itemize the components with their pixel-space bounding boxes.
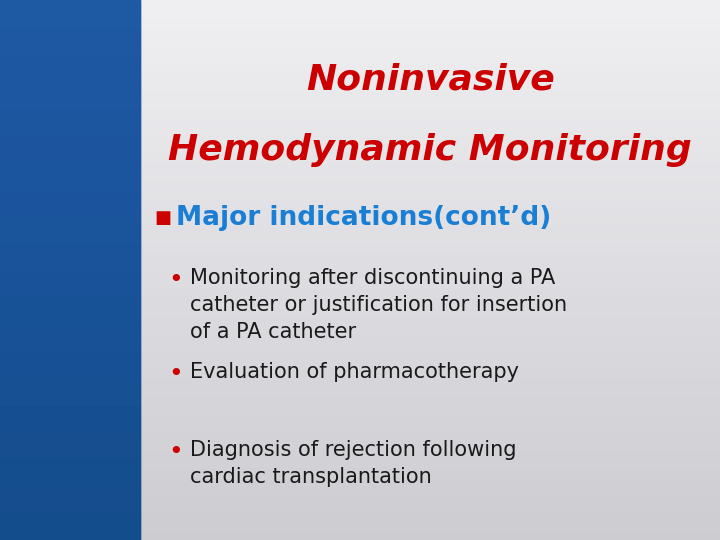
- Text: Diagnosis of rejection following
cardiac transplantation: Diagnosis of rejection following cardiac…: [190, 440, 517, 487]
- Bar: [0, 0, 140, 27]
- Bar: [140, 135, 720, 144]
- Bar: [140, 513, 720, 522]
- Bar: [140, 9, 720, 18]
- Bar: [140, 162, 720, 171]
- Bar: [140, 189, 720, 198]
- Text: •: •: [168, 268, 183, 292]
- Bar: [140, 171, 720, 180]
- Bar: [140, 468, 720, 477]
- Bar: [140, 81, 720, 90]
- Bar: [140, 531, 720, 540]
- Bar: [140, 225, 720, 234]
- Bar: [140, 207, 720, 216]
- Bar: [140, 216, 720, 225]
- Bar: [0, 513, 140, 540]
- Bar: [140, 27, 720, 36]
- Text: Hemodynamic Monitoring: Hemodynamic Monitoring: [168, 133, 692, 167]
- Bar: [140, 522, 720, 531]
- Bar: [140, 396, 720, 405]
- Text: •: •: [168, 440, 183, 464]
- Bar: [140, 297, 720, 306]
- Bar: [0, 243, 140, 270]
- Bar: [140, 333, 720, 342]
- Bar: [0, 486, 140, 513]
- Bar: [0, 459, 140, 486]
- Bar: [140, 495, 720, 504]
- Bar: [140, 99, 720, 108]
- Bar: [140, 90, 720, 99]
- Text: ■: ■: [154, 209, 171, 227]
- Bar: [140, 252, 720, 261]
- Bar: [0, 270, 140, 297]
- Bar: [140, 459, 720, 468]
- Bar: [140, 342, 720, 351]
- Text: Major indications(cont’d): Major indications(cont’d): [176, 205, 552, 231]
- Bar: [140, 351, 720, 360]
- Text: Noninvasive: Noninvasive: [306, 63, 554, 97]
- Bar: [140, 306, 720, 315]
- Bar: [0, 297, 140, 324]
- Text: Evaluation of pharmacotherapy: Evaluation of pharmacotherapy: [190, 362, 519, 382]
- Bar: [140, 36, 720, 45]
- Bar: [140, 72, 720, 81]
- Bar: [140, 18, 720, 27]
- Bar: [140, 108, 720, 117]
- Bar: [140, 153, 720, 162]
- Bar: [140, 315, 720, 324]
- Bar: [0, 162, 140, 189]
- Bar: [0, 81, 140, 108]
- Bar: [140, 288, 720, 297]
- Bar: [0, 0, 140, 540]
- Bar: [140, 378, 720, 387]
- Bar: [140, 0, 720, 9]
- Bar: [140, 243, 720, 252]
- Text: •: •: [168, 362, 183, 386]
- Bar: [0, 324, 140, 351]
- Bar: [140, 423, 720, 432]
- Bar: [140, 414, 720, 423]
- Bar: [0, 432, 140, 459]
- Bar: [140, 369, 720, 378]
- Bar: [0, 27, 140, 54]
- Bar: [140, 144, 720, 153]
- Bar: [140, 45, 720, 54]
- Bar: [140, 180, 720, 189]
- Bar: [140, 477, 720, 486]
- Text: Monitoring after discontinuing a PA
catheter or justification for insertion
of a: Monitoring after discontinuing a PA cath…: [190, 268, 567, 342]
- Bar: [0, 54, 140, 81]
- Bar: [140, 63, 720, 72]
- Bar: [140, 270, 720, 279]
- Bar: [140, 387, 720, 396]
- Bar: [0, 378, 140, 405]
- Bar: [140, 405, 720, 414]
- Bar: [0, 189, 140, 216]
- Bar: [140, 504, 720, 513]
- Bar: [140, 126, 720, 135]
- Bar: [0, 135, 140, 162]
- Bar: [140, 234, 720, 243]
- Bar: [0, 405, 140, 432]
- Bar: [140, 486, 720, 495]
- Bar: [140, 450, 720, 459]
- Bar: [140, 360, 720, 369]
- Bar: [140, 198, 720, 207]
- Bar: [140, 432, 720, 441]
- Bar: [140, 117, 720, 126]
- Bar: [0, 216, 140, 243]
- Bar: [140, 279, 720, 288]
- Bar: [140, 324, 720, 333]
- Bar: [0, 108, 140, 135]
- Bar: [140, 54, 720, 63]
- Bar: [0, 351, 140, 378]
- Bar: [140, 261, 720, 270]
- Bar: [140, 441, 720, 450]
